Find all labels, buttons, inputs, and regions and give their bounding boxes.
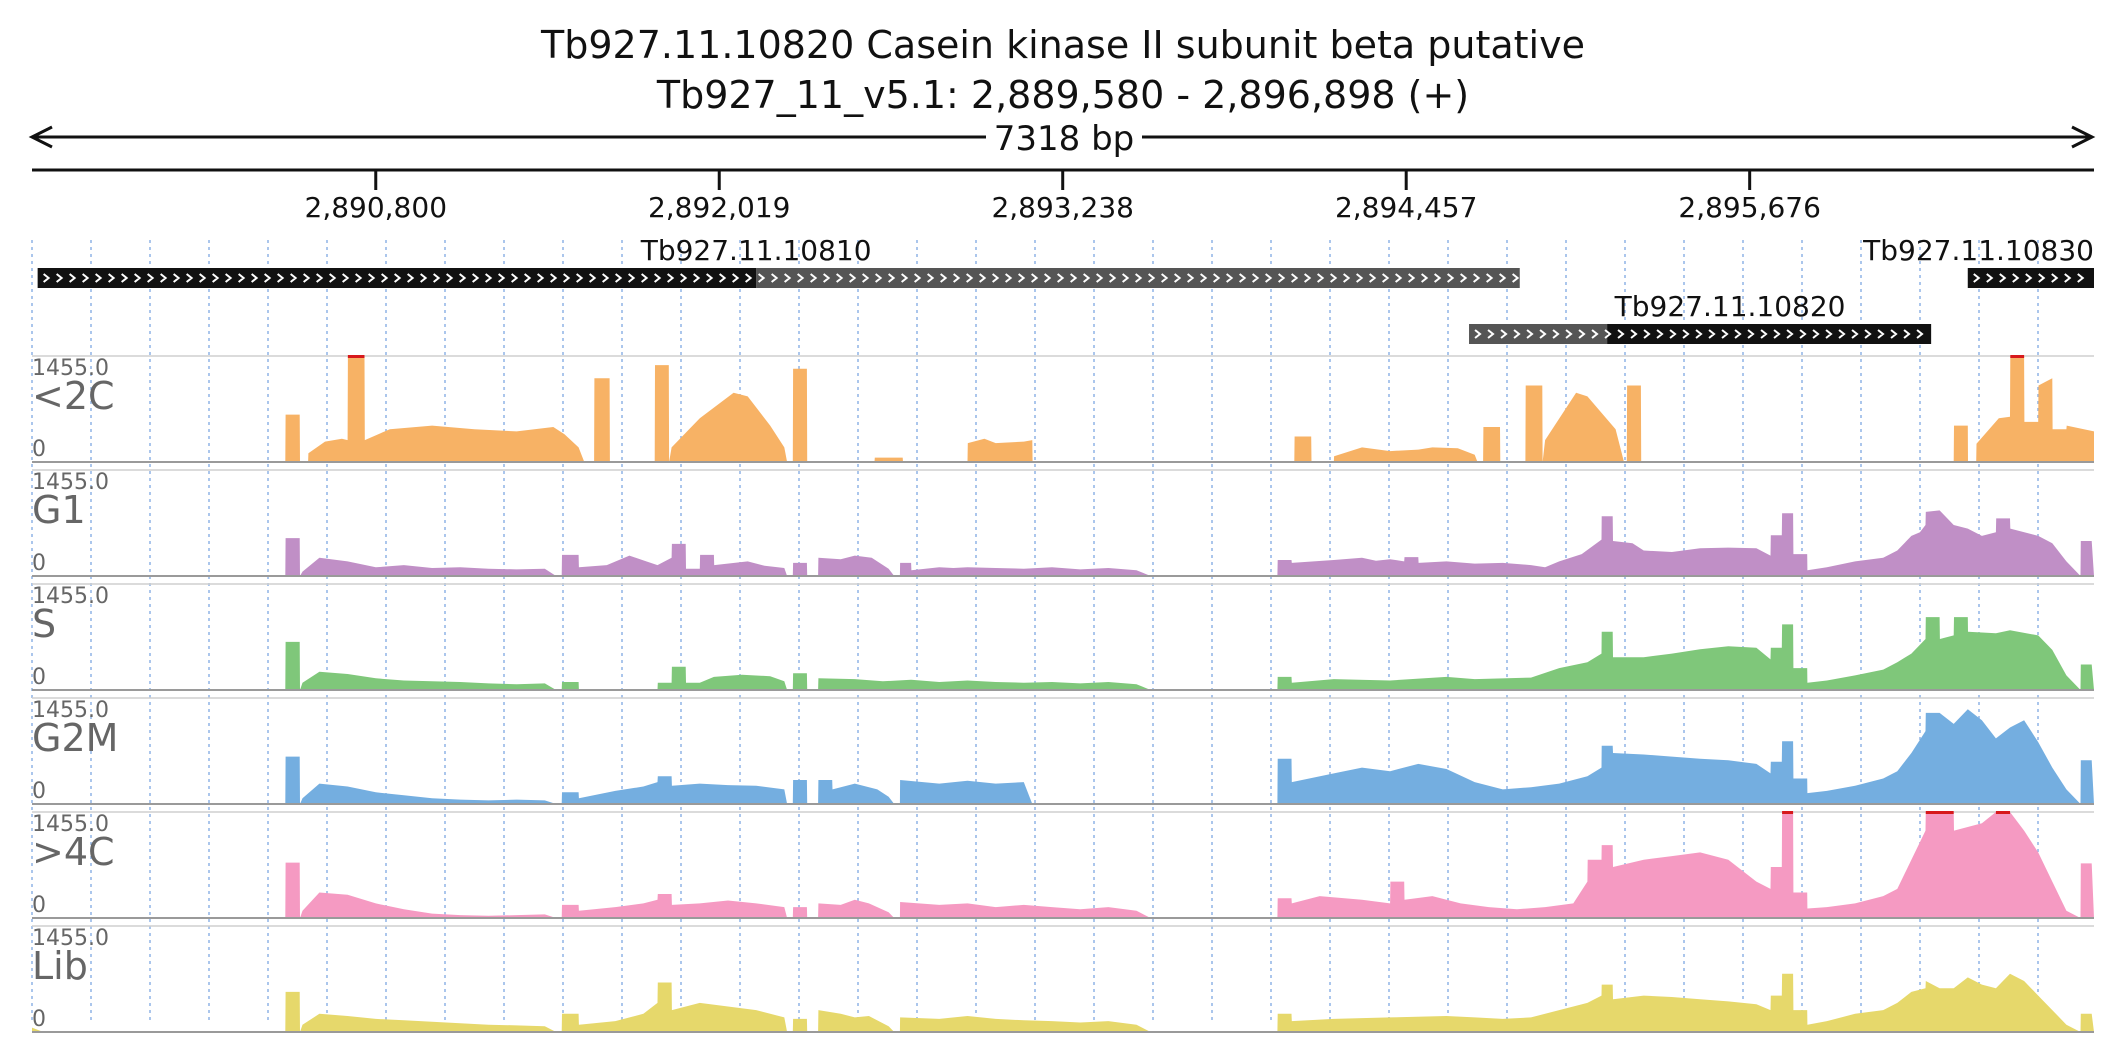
- ruler-tick-label: 2,890,800: [305, 191, 448, 224]
- ruler-tick-label: 2,895,676: [1678, 191, 1821, 224]
- locus-label: Tb927_11_v5.1: 2,889,580 - 2,896,898 (+): [656, 73, 1469, 117]
- strand-arrows-icon: [1474, 329, 1924, 339]
- span-label: 7318 bp: [994, 119, 1135, 159]
- coverage-track: 1455.0 0 Lib: [32, 925, 2094, 1033]
- track-min-label: 0: [32, 665, 46, 690]
- track-name: >4C: [32, 830, 115, 874]
- track-name: S: [32, 602, 56, 646]
- track-max-label: 1455.0: [32, 470, 109, 495]
- strand-arrows-icon: [1973, 273, 2085, 283]
- coverage-area: [32, 510, 2094, 576]
- track-max-label: 1455.0: [32, 926, 109, 951]
- coverage-area: [32, 709, 2094, 804]
- ruler-tick-label: 2,893,238: [991, 191, 1134, 224]
- coverage-track: 1455.0 0 G2M: [32, 697, 2094, 805]
- track-name: Lib: [32, 944, 88, 988]
- strand-arrows-icon: [43, 273, 1520, 283]
- track-name: <2C: [32, 374, 115, 418]
- track-min-label: 0: [32, 437, 46, 462]
- track-max-label: 1455.0: [32, 356, 109, 381]
- coverage-track: 1455.0 0 >4C: [32, 811, 2094, 919]
- coverage-area: [32, 356, 2094, 462]
- gene-cds: [37, 268, 757, 288]
- clip-marker: [1925, 811, 1954, 814]
- clip-marker: [1782, 811, 1794, 814]
- coverage-area: [32, 812, 2094, 918]
- clip-marker: [1995, 811, 2011, 814]
- coverage-tracks: 1455.00<2C1455.00G11455.00S1455.00G2M145…: [32, 355, 2094, 1033]
- track-name: G1: [32, 488, 86, 532]
- coverage-track: 1455.0 0 G1: [32, 469, 2094, 577]
- track-min-label: 0: [32, 551, 46, 576]
- gene-track: Tb927.11.10810 Tb927.11.10830 Tb927.11.108…: [37, 234, 2094, 344]
- track-min-label: 0: [32, 1007, 46, 1032]
- track-max-label: 1455.0: [32, 698, 109, 723]
- gene-label: Tb927.11.10810: [640, 234, 872, 267]
- span-arrow-right-icon: [2071, 125, 2096, 149]
- span-indicator: 7318 bp: [28, 119, 2096, 159]
- coverage-area: [32, 617, 2094, 690]
- coverage-track: 1455.0 0 S: [32, 583, 2094, 691]
- gene-feature[interactable]: Tb927.11.10830: [1862, 234, 2094, 288]
- track-max-label: 1455.0: [32, 584, 109, 609]
- gene-cds: [1607, 324, 1932, 344]
- coverage-area: [32, 973, 2094, 1032]
- coordinate-ruler: 2,890,800 2,892,019 2,893,238 2,894,457 2,89…: [32, 168, 2094, 224]
- clip-marker: [2010, 355, 2025, 358]
- track-min-label: 0: [32, 893, 46, 918]
- span-arrow-left-icon: [28, 125, 53, 149]
- clip-marker: [347, 355, 365, 358]
- track-max-label: 1455.0: [32, 812, 109, 837]
- gene-feature[interactable]: Tb927.11.10820: [1469, 290, 1932, 344]
- gene-title: Tb927.11.10820 Casein kinase II subunit …: [540, 23, 1585, 67]
- ruler-tick-label: 2,892,019: [648, 191, 791, 224]
- gene-utr: [1469, 324, 1608, 344]
- coverage-track: 1455.0 0 <2C: [32, 355, 2094, 463]
- track-min-label: 0: [32, 779, 46, 804]
- gene-label: Tb927.11.10830: [1862, 234, 2094, 267]
- gene-feature[interactable]: Tb927.11.10810: [37, 234, 1520, 288]
- gene-utr: [756, 268, 1520, 288]
- ruler-tick-label: 2,894,457: [1335, 191, 1478, 224]
- track-name: G2M: [32, 716, 118, 760]
- gene-label: Tb927.11.10820: [1614, 290, 1846, 323]
